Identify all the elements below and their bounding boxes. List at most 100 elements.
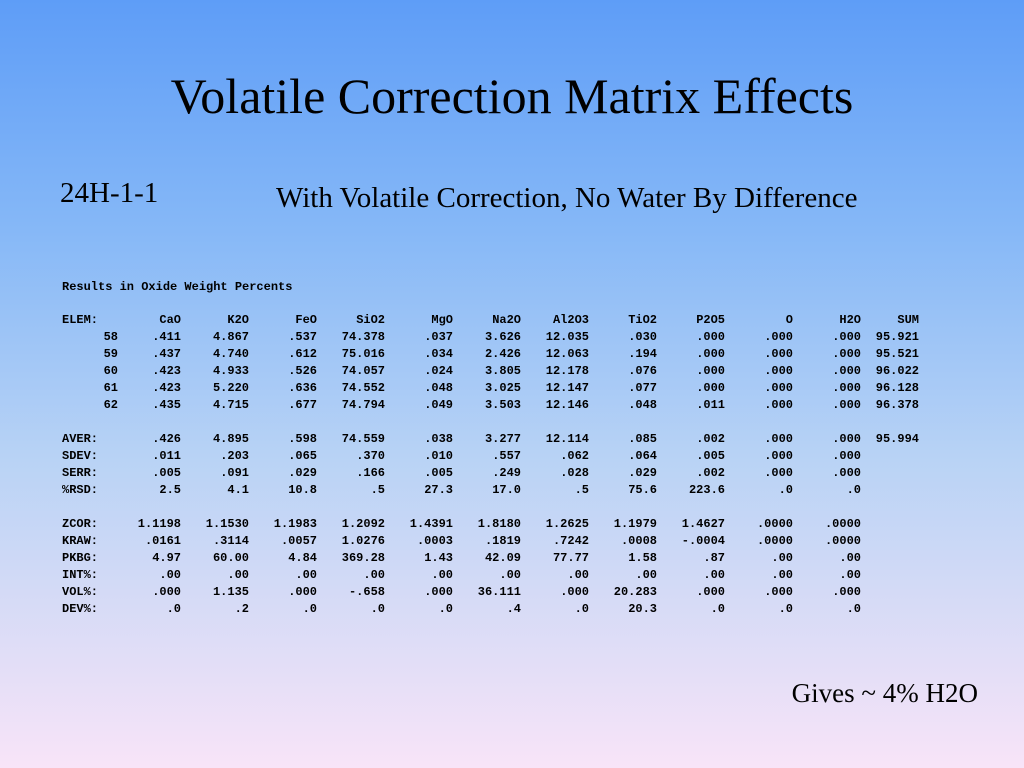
table-cell: .0 — [370, 602, 385, 616]
table-cell: .0008 — [620, 534, 657, 548]
table-cell: 3.277 — [484, 432, 521, 446]
table-cell: .085 — [628, 432, 657, 446]
table-cell: MgO — [431, 313, 453, 327]
statistics-row: SERR: .005 .091 .029 .166 .005 .249 .028 .029 .00… — [62, 465, 919, 482]
table-cell: .000 — [696, 330, 725, 344]
table-cell: .00 — [295, 568, 317, 582]
table-cell: .5 — [574, 483, 589, 497]
correction-row: ZCOR: 1.1198 1.1530 1.1983 1.2092 1.4391 1.818… — [62, 516, 919, 533]
table-cell: .249 — [492, 466, 521, 480]
table-cell: 223.6 — [688, 483, 725, 497]
table-cell: .5 — [370, 483, 385, 497]
table-cell: .435 — [152, 398, 181, 412]
table-cell: 4.933 — [212, 364, 249, 378]
table-cell: .0057 — [280, 534, 317, 548]
row-spacer — [62, 414, 919, 431]
table-cell: 74.559 — [341, 432, 385, 446]
table-cell: .0000 — [756, 517, 793, 531]
table-cell: .0 — [778, 602, 793, 616]
table-cell: 74.057 — [341, 364, 385, 378]
table-cell: .370 — [356, 449, 385, 463]
table-cell: .034 — [424, 347, 453, 361]
table-cell: 1.1983 — [273, 517, 317, 531]
table-cell: .000 — [764, 364, 793, 378]
table-cell: .000 — [764, 347, 793, 361]
table-cell: H2O — [839, 313, 861, 327]
row-label: 61 — [103, 381, 118, 395]
table-cell: FeO — [295, 313, 317, 327]
table-cell: 77.77 — [552, 551, 589, 565]
table-cell: .00 — [839, 551, 861, 565]
table-cell: 12.063 — [545, 347, 589, 361]
table-cell: 2.426 — [484, 347, 521, 361]
table-cell: .636 — [288, 381, 317, 395]
statistics-row: %RSD: 2.5 4.1 10.8 .5 27.3 17.0 .5 75.6 223.6 .0 .0 — [62, 482, 919, 499]
table-cell: .000 — [832, 398, 861, 412]
row-label: DEV%: — [62, 602, 99, 616]
table-cell: 95.521 — [875, 347, 919, 361]
table-cell: .000 — [288, 585, 317, 599]
table-cell: .000 — [696, 364, 725, 378]
table-cell: .194 — [628, 347, 657, 361]
slide-title: Volatile Correction Matrix Effects — [170, 68, 854, 124]
table-cell: .677 — [288, 398, 317, 412]
row-label: INT%: — [62, 568, 99, 582]
table-cell: 27.3 — [424, 483, 453, 497]
table-cell: .4 — [506, 602, 521, 616]
table-cell: .000 — [832, 585, 861, 599]
table-cell: .000 — [560, 585, 589, 599]
table-cell: .0161 — [144, 534, 181, 548]
table-cell: .000 — [764, 330, 793, 344]
table-cell: 74.794 — [341, 398, 385, 412]
table-cell: .028 — [560, 466, 589, 480]
results-heading: Results in Oxide Weight Percents — [62, 280, 293, 294]
table-cell: K2O — [227, 313, 249, 327]
correction-row: DEV%: .0 .2 .0 .0 .0 .4 .0 20.3 .0 .0 .0 — [62, 601, 919, 618]
data-row: 61 .423 5.220 .636 74.552 .048 3.025 12.147 .077… — [62, 380, 919, 397]
table-cell: .426 — [152, 432, 181, 446]
table-cell: .010 — [424, 449, 453, 463]
table-cell — [861, 516, 919, 533]
table-cell: .048 — [628, 398, 657, 412]
table-cell: 4.895 — [212, 432, 249, 446]
table-cell: .87 — [703, 551, 725, 565]
table-cell: .437 — [152, 347, 181, 361]
table-cell: 74.378 — [341, 330, 385, 344]
table-cell: 96.378 — [875, 398, 919, 412]
table-cell: .00 — [363, 568, 385, 582]
table-cell: P2O5 — [696, 313, 725, 327]
table-cell: .2 — [234, 602, 249, 616]
table-cell: .064 — [628, 449, 657, 463]
row-label: SERR: — [62, 466, 99, 480]
table-cell: .000 — [764, 466, 793, 480]
table-cell: .005 — [152, 466, 181, 480]
table-cell: .00 — [567, 568, 589, 582]
table-cell: .000 — [764, 585, 793, 599]
table-cell: 3.025 — [484, 381, 521, 395]
table-cell: .526 — [288, 364, 317, 378]
row-label: 58 — [103, 330, 118, 344]
table-cell: .000 — [832, 330, 861, 344]
table-cell: .00 — [431, 568, 453, 582]
table-cell: 4.715 — [212, 398, 249, 412]
table-cell: .029 — [288, 466, 317, 480]
correction-row: VOL%: .000 1.135 .000 -.658 .000 36.111 .000 20.… — [62, 584, 919, 601]
table-cell: 4.84 — [288, 551, 317, 565]
table-cell: TiO2 — [628, 313, 657, 327]
table-cell: SUM — [897, 313, 919, 327]
table-cell: 4.867 — [212, 330, 249, 344]
table-cell: .3114 — [212, 534, 249, 548]
table-cell: 1.2092 — [341, 517, 385, 531]
table-cell: .024 — [424, 364, 453, 378]
table-cell: SiO2 — [356, 313, 385, 327]
table-cell: .166 — [356, 466, 385, 480]
table-cell: .029 — [628, 466, 657, 480]
table-cell: .612 — [288, 347, 317, 361]
table-cell: .0 — [302, 602, 317, 616]
table-cell: .00 — [771, 568, 793, 582]
row-label: 59 — [103, 347, 118, 361]
table-cell: .411 — [152, 330, 181, 344]
table-cell — [861, 584, 919, 601]
table-cell: 96.128 — [875, 381, 919, 395]
table-cell: 95.994 — [875, 432, 919, 446]
